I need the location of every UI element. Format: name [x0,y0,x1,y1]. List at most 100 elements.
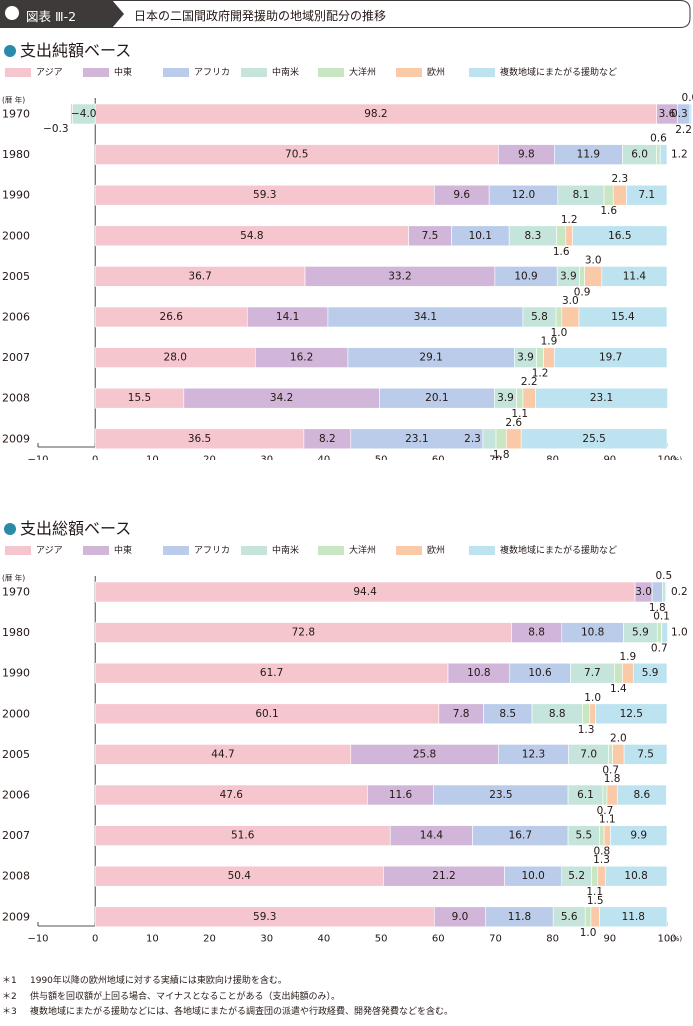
legend-label: 中東 [114,66,132,78]
data-label: 6.0 [631,149,648,161]
year-label: 2007 [2,829,30,842]
data-label: 5.9 [642,667,659,679]
data-label: 10.1 [469,230,492,242]
data-label: 9.0 [452,911,469,923]
bar-segment [579,266,585,287]
legend-swatch [83,68,109,77]
data-label: 1.9 [619,651,636,663]
legend-label: 欧州 [427,66,445,78]
bar-segment [591,865,599,887]
chart-net-disbursement: アジア 中東 アフリカ 中南米 大洋州 欧州 複数地域にまたがる援助など (暦 年) −10 0 1… [2,66,693,461]
legend-item: 複数地域にまたがる援助など [469,544,617,556]
data-label: 3.6 [659,108,676,120]
data-label: 8.8 [549,708,566,720]
data-label: 8.6 [633,789,650,801]
legend-label: 中南米 [272,66,299,78]
chart-1-title: 支出純額ベース [4,37,131,61]
data-label: 1.1 [586,886,603,898]
data-label: 10.6 [528,667,552,679]
bar-segment [659,144,668,165]
data-label: 98.2 [364,108,387,120]
x-tick-label: 100 [657,455,676,461]
data-label: 0.7 [597,805,614,817]
data-label: 5.6 [561,911,578,923]
data-label: 1.2 [532,368,549,380]
bar-segment [590,906,600,928]
data-label: 33.2 [388,270,411,282]
bar-segment [603,825,611,846]
bar-segment [495,428,507,450]
year-label: 2008 [2,870,30,883]
data-label: 2.0 [610,732,627,744]
bar-segment [651,581,663,603]
bar-segment [535,387,668,409]
figure-title: 日本の二国間政府開発援助の地域別配分の推移 [134,9,387,23]
data-label: 44.7 [211,748,234,760]
data-label: 28.0 [164,352,187,364]
year-label: 2007 [2,351,30,364]
x-tick-label: 80 [546,934,559,945]
data-label: 16.5 [608,230,631,242]
data-label: 7.7 [584,667,601,679]
data-label: 11.4 [623,270,647,282]
legend-label: 欧州 [427,544,445,556]
data-label: 16.2 [290,352,313,364]
bar-segment [516,387,524,409]
x-tick-label: 0 [92,934,98,945]
bar-segment [482,428,497,450]
data-label: 1.0 [671,627,688,639]
data-label: 7.8 [453,708,470,720]
bar-segment [601,266,668,287]
data-label: 3.9 [560,270,577,282]
legend-swatch [163,68,189,77]
x-tick-label: 90 [603,934,616,945]
legend-label: 複数地域にまたがる援助など [500,66,617,78]
year-label: 2006 [2,789,30,802]
data-label: 0.5 [656,570,673,582]
data-label: 10.8 [624,870,647,882]
data-label: 0.6 [650,133,667,145]
chart-2-title-text: 支出総額ベース [20,519,132,538]
data-label: 1.8 [649,602,666,614]
x-tick-label: −10 [27,934,48,945]
data-label: 0.2 [671,586,688,598]
data-label: 11.9 [577,149,600,161]
bar-segment [584,906,592,928]
data-label: 1.0 [584,692,601,704]
data-label: 1.6 [553,246,570,258]
bar-segment [561,306,580,328]
data-label: 15.5 [128,392,151,404]
x-tick-label: 40 [318,934,331,945]
legend-item: 欧州 [396,544,445,556]
data-label: 59.3 [253,189,276,201]
legend-label: 中南米 [272,544,299,556]
data-label: 0.9 [574,286,591,298]
bar-segment [536,347,544,368]
data-label: −0.3 [43,123,69,135]
legend-item: 欧州 [396,66,445,78]
data-label: 10.0 [521,870,544,882]
data-label: 7.5 [422,230,439,242]
chart-gross-disbursement: アジア 中東 アフリカ 中南米 大洋州 欧州 複数地域にまたがる援助など (暦 年) −10 0 1… [2,544,688,945]
data-label: 0.1 [653,611,670,623]
year-label: 2005 [2,270,30,283]
data-label: 5.2 [568,870,585,882]
data-label: 14.1 [276,311,299,323]
x-tick-label: 10 [146,455,159,461]
data-label: 1.4 [610,683,627,695]
bar-segment [612,184,627,206]
data-label: 20.1 [425,392,448,404]
data-label: 60.1 [255,708,278,720]
bar-segment [522,387,536,409]
year-label: 2000 [2,229,30,242]
data-label: 3.0 [562,295,579,307]
data-label: 11.6 [389,789,413,801]
data-label: 5.8 [531,311,548,323]
legend-swatch [469,68,495,77]
data-label: 36.7 [188,270,211,282]
header-circle-icon [5,6,19,20]
bar-segment [656,622,662,643]
legend-item: アジア [5,68,63,78]
data-label: 3.0 [635,586,652,598]
bar-segment [506,428,522,450]
